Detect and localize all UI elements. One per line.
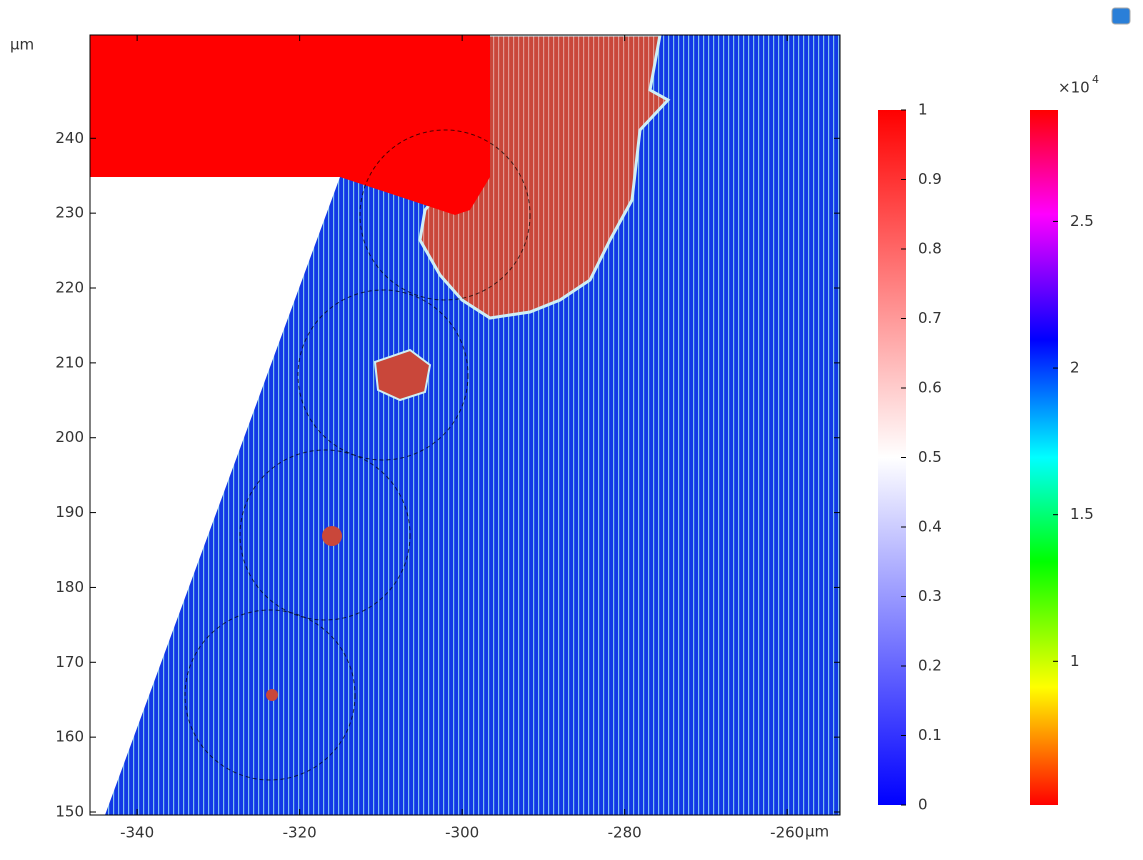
colorbar-tick-label: 0 <box>918 796 928 814</box>
y-tick-label: 190 <box>55 503 84 521</box>
colorbar <box>1030 110 1058 805</box>
x-tick-label: -340 <box>120 824 154 842</box>
colorbar-tick-label: 1 <box>1070 652 1080 670</box>
x-tick-label: -280 <box>608 824 642 842</box>
app-icon[interactable] <box>1111 7 1131 25</box>
colorbar-tick-label: 0.6 <box>918 379 942 397</box>
y-axis-unit: µm <box>10 36 34 54</box>
x-tick-label: -260 <box>770 824 804 842</box>
y-tick-label: 220 <box>55 279 84 297</box>
x-axis-unit: µm <box>805 823 829 841</box>
colorbar-tick-label: 1 <box>918 101 928 119</box>
y-tick-label: 210 <box>55 353 84 371</box>
colorbar-tick-label: 0.9 <box>918 170 942 188</box>
colorbar-tick-label: 0.8 <box>918 240 942 258</box>
colorbar-tick-label: 2.5 <box>1070 212 1094 230</box>
colorbar-exponent: 4 <box>1092 73 1099 86</box>
colorbar-tick-label: 1.5 <box>1070 505 1094 523</box>
y-tick-label: 200 <box>55 428 84 446</box>
colorbar-tick-label: 2 <box>1070 359 1080 377</box>
colorbar-tick-label: 0.2 <box>918 657 942 675</box>
y-tick-label: 180 <box>55 578 84 596</box>
y-tick-label: 230 <box>55 204 84 222</box>
y-tick-label: 240 <box>55 129 84 147</box>
colorbar-tick-label: 0.5 <box>918 448 942 466</box>
field <box>90 35 840 815</box>
colorbar-tick-label: 0.3 <box>918 587 942 605</box>
colorbar-tick-label: 0.7 <box>918 309 942 327</box>
y-tick-label: 170 <box>55 653 84 671</box>
x-tick-label: -300 <box>445 824 479 842</box>
y-tick-label: 160 <box>55 728 84 746</box>
y-tick-label: 150 <box>55 803 84 821</box>
colorbar-tick-label: 0.4 <box>918 518 942 536</box>
plot-frame <box>89 34 841 816</box>
x-tick-label: -320 <box>283 824 317 842</box>
colorbar-multiplier: ×10 <box>1058 79 1090 97</box>
colorbar-tick-label: 0.1 <box>918 726 942 744</box>
